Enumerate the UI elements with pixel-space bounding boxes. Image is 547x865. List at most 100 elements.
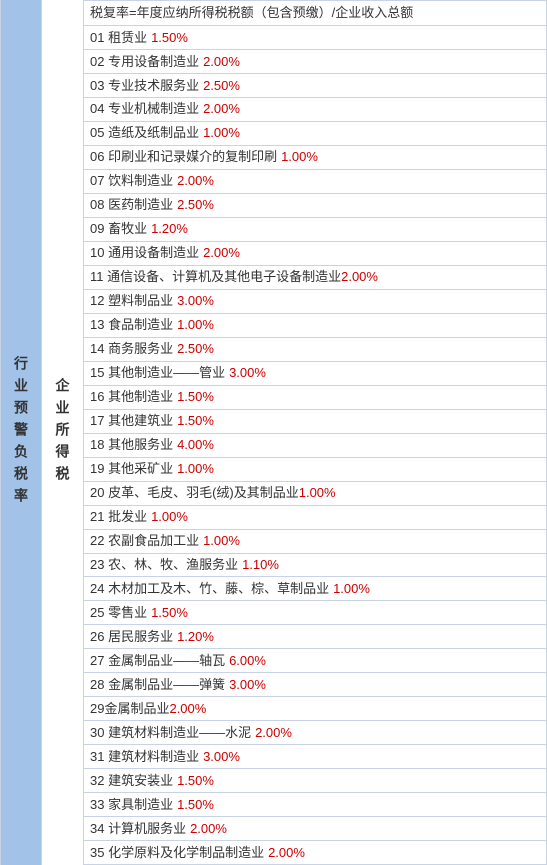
row-label: 31 建筑材料制造业 bbox=[90, 748, 199, 766]
table-row: 22 农副食品加工业1.00% bbox=[84, 530, 546, 554]
table-row: 31 建筑材料制造业3.00% bbox=[84, 745, 546, 769]
row-percent: 2.50% bbox=[177, 196, 214, 214]
row-percent: 1.00% bbox=[203, 124, 240, 142]
row-percent: 1.00% bbox=[203, 532, 240, 550]
table-row: 10 通用设备制造业2.00% bbox=[84, 242, 546, 266]
table-row: 29金属制品业2.00% bbox=[84, 697, 546, 721]
row-percent: 1.50% bbox=[151, 29, 188, 47]
table-row: 20 皮革、毛皮、羽毛(绒)及其制品业1.00% bbox=[84, 482, 546, 506]
row-percent: 2.00% bbox=[203, 53, 240, 71]
row-label: 02 专用设备制造业 bbox=[90, 53, 199, 71]
row-label: 25 零售业 bbox=[90, 604, 147, 622]
table-row: 14 商务服务业2.50% bbox=[84, 338, 546, 362]
table-row: 33 家具制造业1.50% bbox=[84, 793, 546, 817]
row-label: 14 商务服务业 bbox=[90, 340, 173, 358]
row-label: 11 通信设备、计算机及其他电子设备制造业 bbox=[90, 268, 341, 286]
row-label: 16 其他制造业 bbox=[90, 388, 173, 406]
row-label: 21 批发业 bbox=[90, 508, 147, 526]
row-label: 07 饮料制造业 bbox=[90, 172, 173, 190]
row-label: 06 印刷业和记录媒介的复制印刷 bbox=[90, 148, 277, 166]
row-percent: 1.10% bbox=[242, 556, 279, 574]
row-label: 12 塑料制品业 bbox=[90, 292, 173, 310]
row-percent: 2.00% bbox=[255, 724, 292, 742]
row-percent: 3.00% bbox=[229, 364, 266, 382]
mid-category-label: 企业所得税 bbox=[53, 378, 73, 488]
table-row: 04 专业机械制造业2.00% bbox=[84, 98, 546, 122]
row-percent: 1.50% bbox=[177, 388, 214, 406]
table-row: 34 计算机服务业2.00% bbox=[84, 817, 546, 841]
row-label: 09 畜牧业 bbox=[90, 220, 147, 238]
table-row: 21 批发业1.00% bbox=[84, 506, 546, 530]
table-row: 12 塑料制品业3.00% bbox=[84, 290, 546, 314]
row-percent: 3.00% bbox=[203, 748, 240, 766]
row-label: 15 其他制造业——管业 bbox=[90, 364, 225, 382]
row-percent: 1.00% bbox=[151, 508, 188, 526]
row-label: 08 医药制造业 bbox=[90, 196, 173, 214]
row-percent: 2.00% bbox=[203, 244, 240, 262]
table-row: 18 其他服务业4.00% bbox=[84, 434, 546, 458]
table-row: 26 居民服务业1.20% bbox=[84, 625, 546, 649]
tax-table-container: 行业预警负税率 企业所得税 税复率=年度应纳所得税税额（包含预缴）/企业收入总额… bbox=[0, 0, 547, 865]
row-label: 10 通用设备制造业 bbox=[90, 244, 199, 262]
table-row: 28 金属制品业——弹簧3.00% bbox=[84, 673, 546, 697]
row-label: 20 皮革、毛皮、羽毛(绒)及其制品业 bbox=[90, 484, 299, 502]
row-percent: 4.00% bbox=[177, 436, 214, 454]
row-label: 24 木材加工及木、竹、藤、棕、草制品业 bbox=[90, 580, 329, 598]
table-row: 30 建筑材料制造业——水泥2.00% bbox=[84, 721, 546, 745]
table-row: 15 其他制造业——管业3.00% bbox=[84, 362, 546, 386]
row-label: 30 建筑材料制造业——水泥 bbox=[90, 724, 251, 742]
left-category-column: 行业预警负税率 bbox=[0, 0, 42, 865]
table-row: 11 通信设备、计算机及其他电子设备制造业2.00% bbox=[84, 266, 546, 290]
row-label: 05 造纸及纸制品业 bbox=[90, 124, 199, 142]
row-percent: 1.50% bbox=[177, 796, 214, 814]
table-row: 13 食品制造业1.00% bbox=[84, 314, 546, 338]
row-label: 32 建筑安装业 bbox=[90, 772, 173, 790]
table-row: 01 租赁业1.50% bbox=[84, 26, 546, 50]
row-percent: 2.00% bbox=[203, 100, 240, 118]
row-label: 35 化学原料及化学制品制造业 bbox=[90, 844, 264, 862]
row-label: 34 计算机服务业 bbox=[90, 820, 186, 838]
table-row: 25 零售业1.50% bbox=[84, 601, 546, 625]
row-percent: 2.00% bbox=[169, 700, 206, 718]
row-label: 04 专业机械制造业 bbox=[90, 100, 199, 118]
row-percent: 6.00% bbox=[229, 652, 266, 670]
rows-container: 01 租赁业1.50%02 专用设备制造业2.00%03 专业技术服务业2.50… bbox=[84, 26, 546, 865]
table-row: 27 金属制品业——轴瓦6.00% bbox=[84, 649, 546, 673]
table-row: 05 造纸及纸制品业1.00% bbox=[84, 122, 546, 146]
row-percent: 1.50% bbox=[177, 412, 214, 430]
row-percent: 1.20% bbox=[151, 220, 188, 238]
row-percent: 1.00% bbox=[177, 460, 214, 478]
row-label: 13 食品制造业 bbox=[90, 316, 173, 334]
table-row: 06 印刷业和记录媒介的复制印刷1.00% bbox=[84, 146, 546, 170]
table-row: 32 建筑安装业1.50% bbox=[84, 769, 546, 793]
row-label: 22 农副食品加工业 bbox=[90, 532, 199, 550]
row-percent: 2.00% bbox=[341, 268, 378, 286]
row-percent: 1.20% bbox=[177, 628, 214, 646]
row-percent: 1.00% bbox=[177, 316, 214, 334]
row-label: 03 专业技术服务业 bbox=[90, 77, 199, 95]
row-percent: 2.00% bbox=[268, 844, 305, 862]
row-percent: 1.00% bbox=[333, 580, 370, 598]
row-label: 28 金属制品业——弹簧 bbox=[90, 676, 225, 694]
formula-header: 税复率=年度应纳所得税税额（包含预缴）/企业收入总额 bbox=[84, 0, 546, 26]
row-percent: 1.50% bbox=[151, 604, 188, 622]
row-label: 19 其他采矿业 bbox=[90, 460, 173, 478]
row-percent: 3.00% bbox=[229, 676, 266, 694]
table-row: 16 其他制造业1.50% bbox=[84, 386, 546, 410]
left-category-label: 行业预警负税率 bbox=[11, 356, 31, 510]
row-percent: 1.00% bbox=[299, 484, 336, 502]
table-row: 09 畜牧业1.20% bbox=[84, 218, 546, 242]
row-percent: 2.00% bbox=[177, 172, 214, 190]
row-label: 17 其他建筑业 bbox=[90, 412, 173, 430]
row-percent: 3.00% bbox=[177, 292, 214, 310]
row-label: 23 农、林、牧、渔服务业 bbox=[90, 556, 238, 574]
row-percent: 2.50% bbox=[203, 77, 240, 95]
table-row: 19 其他采矿业1.00% bbox=[84, 458, 546, 482]
row-label: 33 家具制造业 bbox=[90, 796, 173, 814]
row-percent: 1.00% bbox=[281, 148, 318, 166]
data-column: 税复率=年度应纳所得税税额（包含预缴）/企业收入总额 01 租赁业1.50% 02… bbox=[84, 0, 547, 865]
table-row: 07 饮料制造业2.00% bbox=[84, 170, 546, 194]
table-row: 24 木材加工及木、竹、藤、棕、草制品业1.00% bbox=[84, 577, 546, 601]
row-label: 18 其他服务业 bbox=[90, 436, 173, 454]
row-label: 26 居民服务业 bbox=[90, 628, 173, 646]
